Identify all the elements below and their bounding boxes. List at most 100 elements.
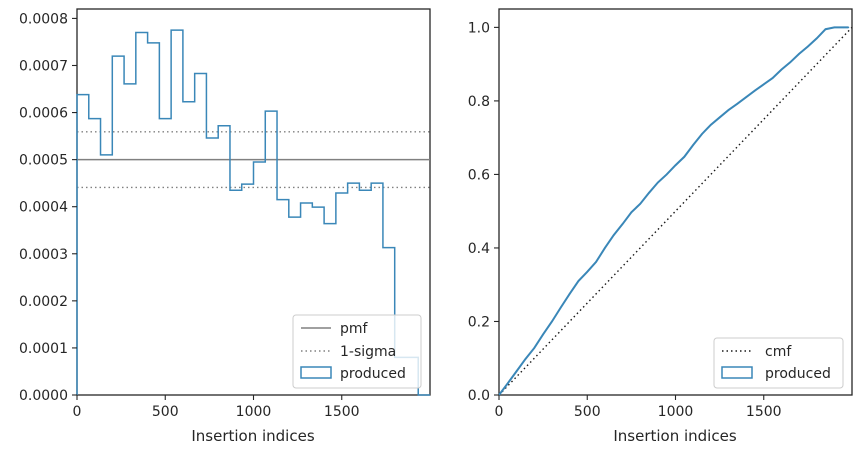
left-legend: pmf 1-sigma produced — [292, 314, 422, 389]
produced-cdf-point — [807, 45, 809, 48]
x-tick-label: 0 — [73, 404, 82, 420]
produced-bin — [171, 30, 183, 395]
legend-cmf-label: cmf — [765, 344, 792, 360]
produced-cdf-point — [559, 306, 562, 309]
produced-cdf-point — [604, 247, 606, 249]
produced-cdf-point — [524, 358, 527, 360]
produced-cdf-point — [515, 370, 518, 372]
y-tick-label: 0.0005 — [19, 153, 68, 169]
produced-cdf-point — [762, 83, 765, 86]
x-tick-label: 500 — [574, 404, 601, 420]
produced-cdf-point — [595, 261, 597, 263]
produced-bin — [159, 119, 171, 395]
y-tick-label: 0.0007 — [19, 58, 68, 74]
produced-cdf-point — [542, 333, 544, 336]
produced-cdf-point — [586, 271, 589, 273]
produced-cdf-point — [771, 77, 774, 79]
produced-cdf-point — [639, 203, 641, 205]
left-plot: 0 500 1000 1500 0.0000 0.0001 0.0002 0.0003 0.00… — [19, 8, 431, 445]
produced-cdf-point — [577, 280, 580, 282]
legend-produced-label-right: produced — [765, 366, 831, 382]
y-tick-label: 0.0001 — [19, 341, 68, 357]
produced-cdf-point — [568, 293, 571, 295]
produced-bin — [89, 119, 101, 395]
produced-cdf-point — [683, 155, 686, 158]
produced-cdf-point — [533, 347, 536, 349]
y-tick-label: 0.0003 — [19, 247, 68, 263]
produced-cdf-point — [551, 320, 553, 323]
y-tick-label: 0.4 — [468, 241, 490, 257]
produced-cdf-point — [780, 68, 783, 71]
produced-bin — [265, 111, 277, 395]
produced-cdf-point — [612, 234, 615, 236]
produced-cdf-point — [718, 116, 721, 119]
right-plot: 0 500 1000 1500 0.0 0.2 0.4 0.6 0.8 1.0 Insertion… — [468, 8, 853, 445]
produced-bin — [77, 95, 89, 395]
x-tick-label: 1500 — [746, 404, 782, 420]
right-legend-box — [713, 337, 844, 389]
produced-bin — [254, 162, 266, 395]
y-tick-label: 0.8 — [468, 94, 490, 110]
produced-bin — [206, 138, 218, 395]
right-legend: cmf produced — [713, 337, 844, 389]
legend-pmf-label: pmf — [340, 321, 369, 337]
left-xlabel: Insertion indices — [191, 427, 314, 445]
y-tick-label: 1.0 — [468, 20, 490, 36]
produced-cdf-point — [789, 61, 792, 64]
produced-cdf-point — [824, 28, 827, 31]
produced-cdf-point — [727, 109, 730, 111]
y-tick-label: 0.6 — [468, 167, 490, 183]
x-tick-label: 500 — [152, 404, 179, 420]
produced-bin — [124, 84, 136, 395]
produced-cdf-point — [710, 124, 712, 126]
produced-histogram-series — [76, 29, 430, 396]
x-tick-label: 0 — [495, 404, 504, 420]
produced-cdf-point — [648, 192, 650, 194]
produced-cdf-point — [745, 96, 747, 99]
produced-bin — [136, 33, 148, 395]
produced-cdf-point — [701, 133, 703, 135]
produced-cdf-point — [754, 89, 756, 92]
produced-bin — [242, 184, 254, 395]
right-plot-marks — [498, 26, 853, 396]
produced-cdf-point — [507, 382, 509, 385]
legend-produced-swatch-right — [721, 366, 753, 379]
produced-bin — [195, 73, 207, 395]
legend-produced-label: produced — [340, 366, 406, 382]
produced-cdf-point — [657, 181, 659, 184]
produced-bin — [183, 102, 195, 395]
y-tick-label: 0.0006 — [19, 106, 68, 122]
produced-cdf-point — [798, 53, 800, 55]
right-xlabel: Insertion indices — [613, 427, 736, 445]
produced-cdf-point — [692, 144, 694, 146]
y-tick-label: 0.2 — [468, 314, 490, 330]
produced-cdf-point — [842, 26, 844, 29]
y-tick-label: 0.0004 — [19, 200, 68, 216]
x-tick-label: 1000 — [658, 404, 694, 420]
produced-bin — [101, 155, 113, 395]
produced-bin — [277, 200, 289, 395]
produced-cdf-point — [665, 173, 668, 176]
x-tick-label: 1000 — [236, 404, 272, 420]
left-legend-box — [292, 314, 422, 389]
produced-cdf-point — [815, 37, 818, 40]
left-plot-axes: 0 500 1000 1500 0.0000 0.0001 0.0002 0.0003 0.00… — [19, 11, 360, 420]
y-tick-label: 0.0002 — [19, 294, 68, 310]
produced-cdf-point — [833, 26, 836, 29]
produced-bin — [148, 43, 160, 395]
legend-sigma-label: 1-sigma — [340, 344, 396, 360]
produced-bin — [230, 190, 242, 395]
produced-bin — [218, 126, 230, 395]
y-tick-label: 0.0008 — [19, 11, 68, 27]
y-tick-label: 0.0 — [468, 388, 490, 404]
produced-cdf-point — [736, 103, 739, 105]
right-plot-axes: 0 500 1000 1500 0.0 0.2 0.4 0.6 0.8 1.0 — [468, 20, 782, 420]
produced-bin — [112, 56, 124, 395]
left-plot-marks — [76, 29, 430, 396]
produced-cdf-point — [621, 223, 624, 225]
produced-cdf-point — [847, 26, 850, 29]
legend-produced-swatch — [300, 366, 332, 379]
produced-cdf-point — [630, 211, 633, 214]
y-tick-label: 0.0000 — [19, 388, 68, 404]
